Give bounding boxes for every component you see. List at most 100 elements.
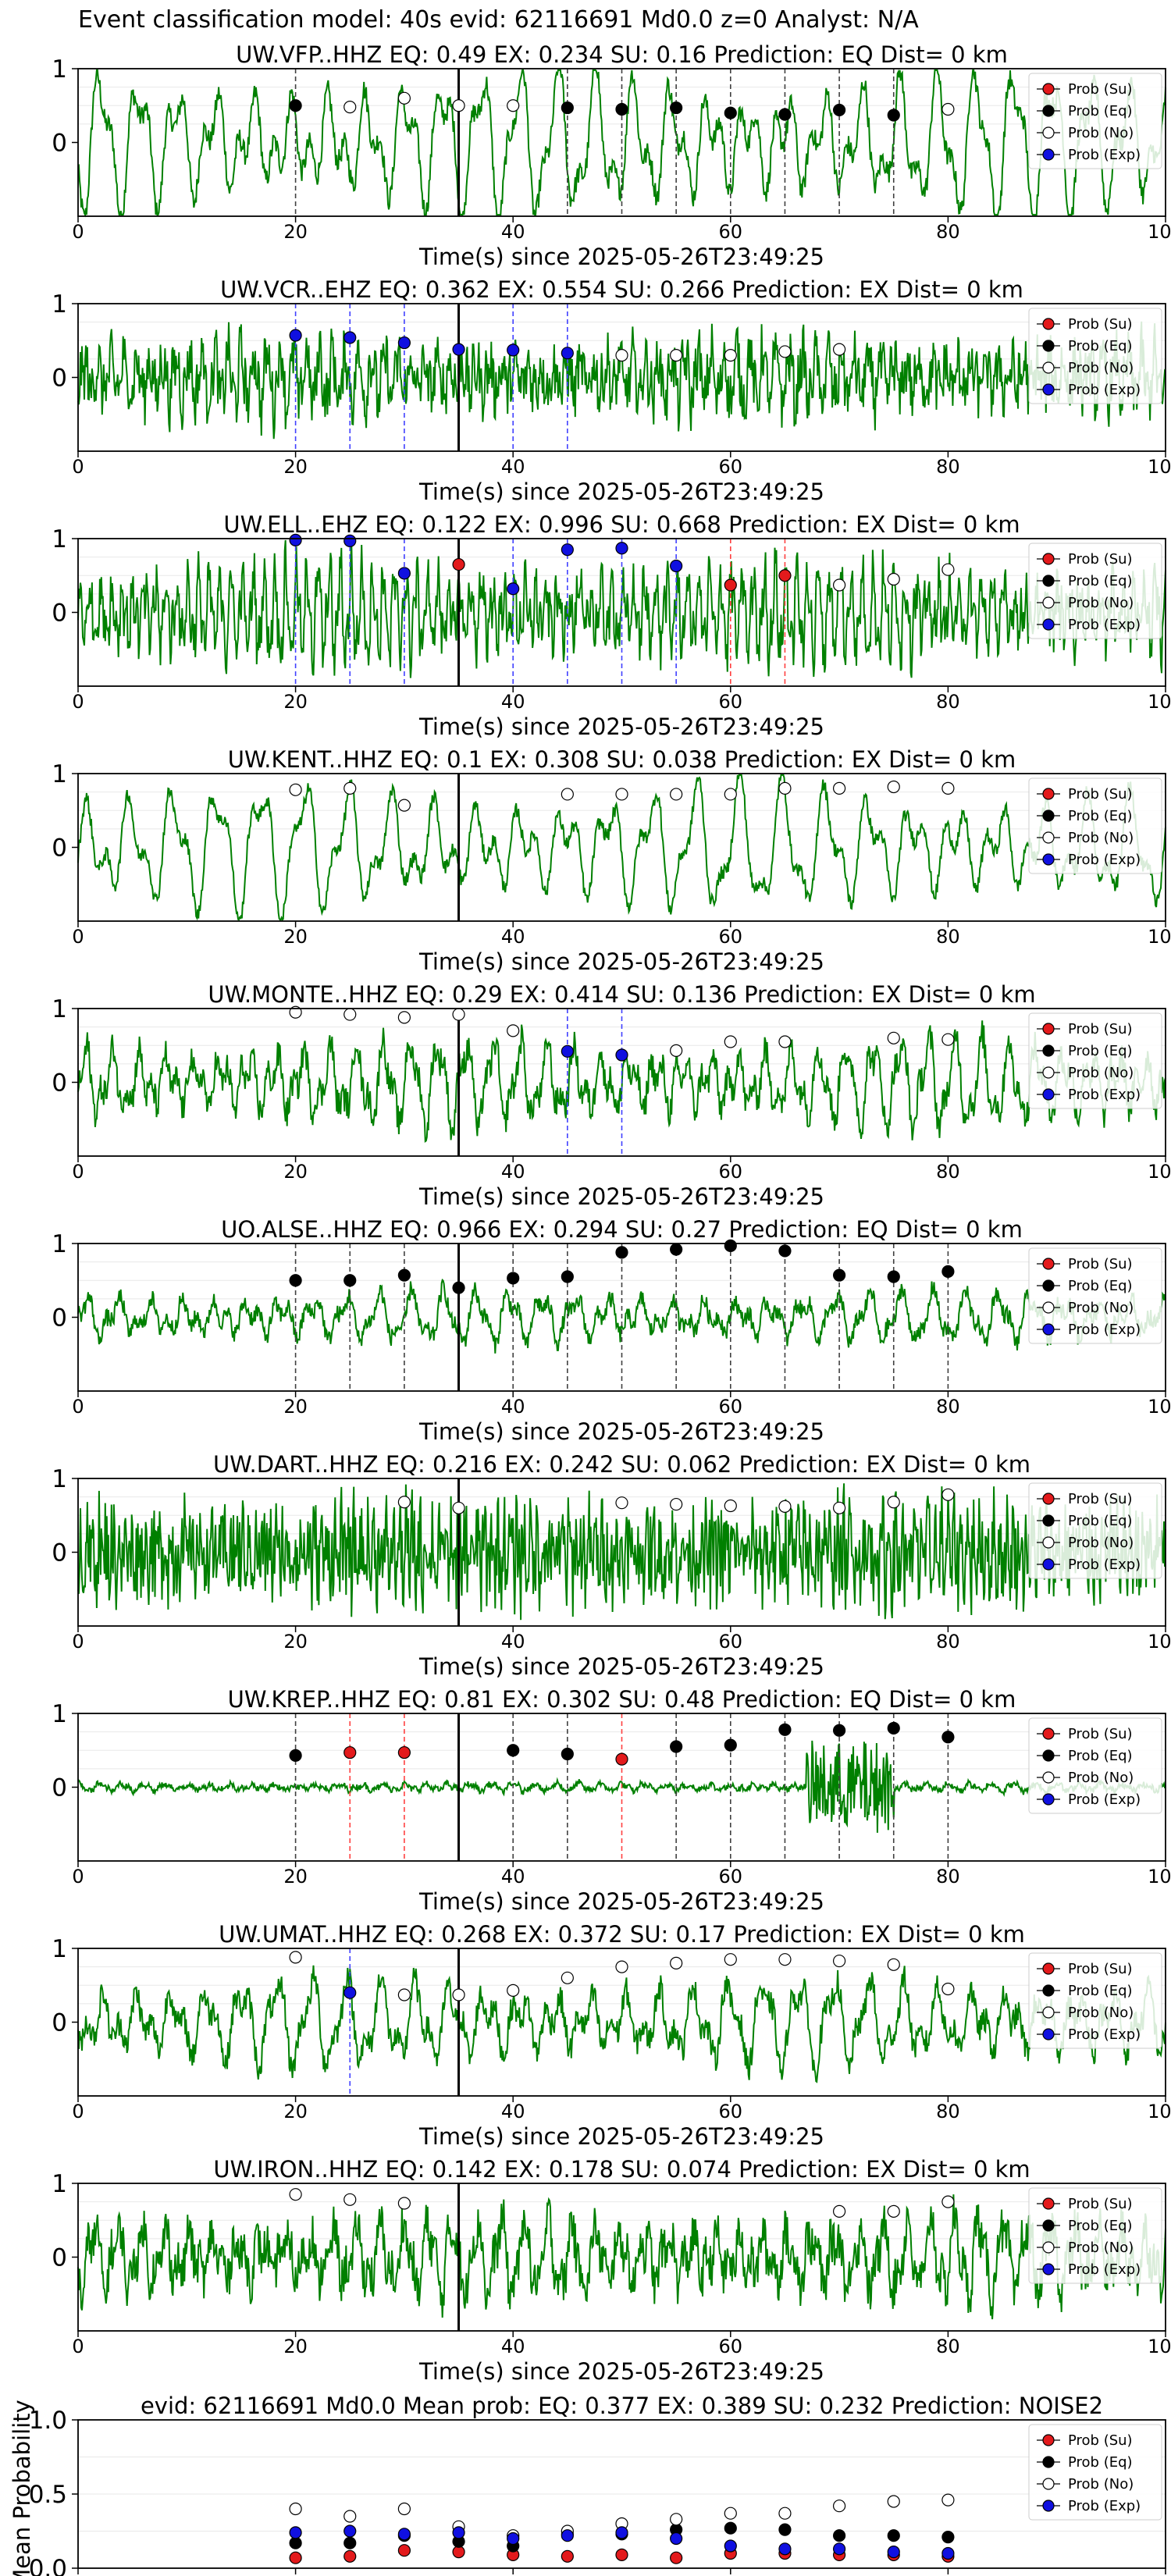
x-tick-label: 40 bbox=[501, 2573, 525, 2576]
x-tick-label: 80 bbox=[936, 2101, 960, 2122]
subplot-10: UW.IRON..HHZ EQ: 0.142 EX: 0.178 SU: 0.0… bbox=[52, 2156, 1171, 2385]
x-tick-label: 100 bbox=[1148, 1396, 1171, 1418]
y-tick-label: 1 bbox=[52, 1935, 67, 1963]
legend-box bbox=[1028, 2187, 1162, 2284]
window-point bbox=[887, 1958, 900, 1971]
legend-label: Prob (No) bbox=[1068, 1770, 1134, 1786]
legend-marker bbox=[1042, 2197, 1055, 2210]
window-point bbox=[778, 108, 792, 121]
x-tick-label: 80 bbox=[936, 1396, 960, 1418]
window-point bbox=[289, 329, 302, 342]
legend-marker bbox=[1042, 2263, 1055, 2275]
waveform-trace bbox=[77, 321, 1166, 439]
x-tick-label: 20 bbox=[283, 1631, 308, 1653]
window-point bbox=[832, 2204, 846, 2218]
window-point bbox=[670, 1497, 683, 1511]
x-tick-label: 100 bbox=[1148, 1631, 1171, 1653]
window-point bbox=[397, 567, 411, 580]
legend-label: Prob (No) bbox=[1068, 2240, 1134, 2256]
x-tick-label: 60 bbox=[719, 691, 743, 713]
x-tick-label: 20 bbox=[283, 2336, 308, 2357]
x-tick-label: 60 bbox=[719, 1396, 743, 1418]
window-point bbox=[941, 1265, 955, 1279]
window-point bbox=[887, 109, 900, 122]
window-point bbox=[343, 2193, 357, 2206]
x-tick-label: 80 bbox=[936, 1866, 960, 1888]
window-point bbox=[832, 343, 846, 356]
window-point bbox=[941, 102, 955, 116]
x-tick-label: 100 bbox=[1148, 456, 1171, 478]
window-point bbox=[397, 1988, 411, 2001]
subplot-title: UW.KENT..HHZ EQ: 0.1 EX: 0.308 SU: 0.038… bbox=[228, 746, 1016, 773]
window-point bbox=[561, 1270, 574, 1283]
y-tick-label: 1 bbox=[52, 55, 67, 84]
window-point bbox=[778, 569, 792, 582]
mean-point bbox=[397, 2528, 411, 2541]
legend-marker bbox=[1042, 1066, 1055, 1079]
x-tick-label: 0 bbox=[72, 2336, 84, 2357]
legend-marker bbox=[1042, 788, 1055, 800]
subplot-11: evid: 62116691 Md0.0 Mean prob: EQ: 0.37… bbox=[9, 2393, 1171, 2576]
window-point bbox=[832, 781, 846, 795]
window-point bbox=[941, 1731, 955, 1744]
window-point bbox=[778, 781, 792, 795]
plot-frame bbox=[77, 1948, 1166, 2097]
window-point bbox=[507, 1272, 520, 1285]
subplot-5: UW.MONTE..HHZ EQ: 0.29 EX: 0.414 SU: 0.1… bbox=[52, 981, 1171, 1210]
x-tick-label: 60 bbox=[719, 221, 743, 243]
legend-marker bbox=[1042, 831, 1055, 844]
x-tick-label: 80 bbox=[936, 2573, 960, 2576]
window-point bbox=[778, 1723, 792, 1736]
window-point bbox=[941, 1033, 955, 1046]
mean-point bbox=[832, 2529, 846, 2542]
legend-marker bbox=[1042, 2006, 1055, 2019]
mean-point bbox=[941, 2531, 955, 2544]
x-tick-label: 100 bbox=[1148, 691, 1171, 713]
legend-label: Prob (No) bbox=[1068, 595, 1134, 611]
window-point bbox=[724, 1499, 737, 1513]
y-tick-label: 0 bbox=[52, 1539, 67, 1567]
mean-point bbox=[832, 2542, 846, 2556]
x-axis-label: Time(s) since 2025-05-26T23:49:25 bbox=[418, 713, 824, 740]
window-point bbox=[887, 572, 900, 586]
legend-label: Prob (Exp) bbox=[1068, 1087, 1141, 1103]
legend-marker bbox=[1042, 2219, 1055, 2232]
legend-marker bbox=[1042, 1771, 1055, 1784]
legend-label: Prob (Exp) bbox=[1068, 852, 1141, 868]
x-tick-label: 40 bbox=[501, 1396, 525, 1418]
plot-frame bbox=[77, 68, 1166, 217]
mean-point bbox=[289, 2502, 302, 2516]
window-point bbox=[507, 1024, 520, 1037]
legend-label: Prob (Exp) bbox=[1068, 1557, 1141, 1573]
x-tick-label: 20 bbox=[283, 456, 308, 478]
legend-marker bbox=[1042, 2028, 1055, 2041]
plot-frame bbox=[77, 1243, 1166, 1392]
legend-box bbox=[1028, 73, 1162, 169]
legend-marker bbox=[1042, 853, 1055, 866]
window-point bbox=[615, 1960, 628, 1973]
legend-label: Prob (Eq) bbox=[1068, 808, 1133, 824]
window-point bbox=[507, 1984, 520, 1997]
window-point bbox=[670, 1956, 683, 1969]
x-tick-label: 20 bbox=[283, 926, 308, 948]
window-point bbox=[561, 101, 574, 115]
legend-marker bbox=[1042, 2241, 1055, 2254]
legend-label: Prob (No) bbox=[1068, 1300, 1134, 1316]
x-tick-label: 60 bbox=[719, 2101, 743, 2122]
window-point bbox=[670, 1243, 683, 1256]
legend: Prob (Su) Prob (Eq) Prob (No) Prob (Exp) bbox=[1028, 777, 1162, 874]
x-tick-label: 100 bbox=[1148, 1161, 1171, 1183]
window-point bbox=[941, 2195, 955, 2208]
legend-label: Prob (Su) bbox=[1068, 81, 1133, 98]
x-axis-label: Time(s) since 2025-05-26T23:49:25 bbox=[418, 1653, 824, 1680]
legend-marker bbox=[1042, 1962, 1055, 1975]
x-tick-label: 60 bbox=[719, 2573, 743, 2576]
legend-label: Prob (Exp) bbox=[1068, 147, 1141, 163]
legend-box bbox=[1028, 1012, 1162, 1109]
legend-marker bbox=[1042, 383, 1055, 396]
subplot-6: UO.ALSE..HHZ EQ: 0.966 EX: 0.294 SU: 0.2… bbox=[52, 1216, 1171, 1445]
legend-marker bbox=[1042, 2500, 1055, 2512]
x-tick-label: 60 bbox=[719, 456, 743, 478]
mean-point bbox=[778, 2507, 792, 2520]
legend-marker bbox=[1042, 1258, 1055, 1270]
